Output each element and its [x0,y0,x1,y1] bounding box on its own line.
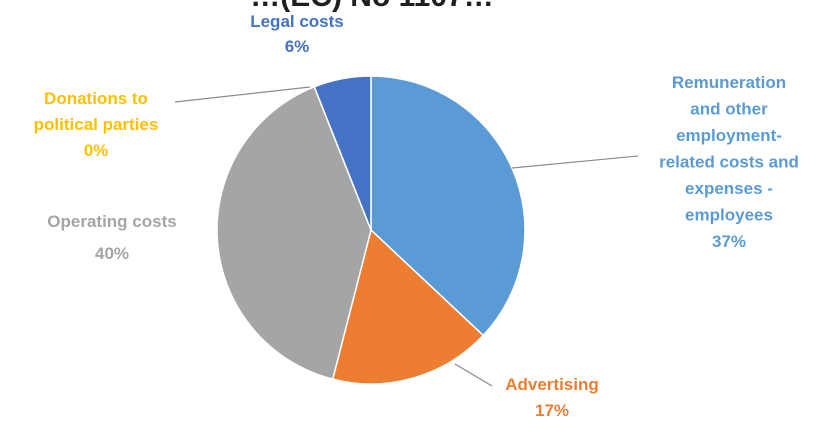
leader-line-remuneration [511,155,639,169]
slice-value-label: 40% [95,244,129,263]
slice-value-label: 37% [712,232,746,251]
slice-value-label: 6% [285,37,310,56]
leader-line-advertising [454,363,493,387]
pie-slice-operating-costs [216,85,372,381]
slice-category-label: Advertising [505,375,599,394]
slice-labels: Remuneration and other employment-related … [34,12,799,420]
pie-slice-remuneration [370,75,526,337]
slice-category-label: employees [685,206,773,225]
slice-category-label: Remuneration [672,73,786,92]
slice-value-label: 0% [84,141,109,160]
slice-value-label: 17% [535,401,569,420]
slice-category-label: expenses - [685,179,773,198]
slice-category-label: Legal costs [250,12,344,31]
slice-label-legal-costs: Legal costs 6% [250,12,344,56]
leader-lines [174,86,639,387]
slice-label-operating-costs: Operating costs 40% [47,212,176,263]
slice-category-label: employment- [676,126,782,145]
leader-line-donations-to [174,86,311,103]
pie-slices [216,75,526,385]
slice-category-label: political parties [34,115,159,134]
pie-slice-legal-costs [313,75,372,231]
slice-category-label: Operating costs [47,212,176,231]
slice-label-donations-to: Donations to political parties 0% [34,89,159,160]
slice-category-label: related costs and [659,153,799,172]
chart-title: …(EC) No 1107… [250,0,493,13]
slice-category-label: and other [690,100,768,119]
slice-label-remuneration: Remuneration and other employment-related … [659,73,799,251]
pie-slice-advertising [331,228,485,385]
slice-category-label: Donations to [44,89,148,108]
slice-label-advertising: Advertising 17% [505,375,599,420]
